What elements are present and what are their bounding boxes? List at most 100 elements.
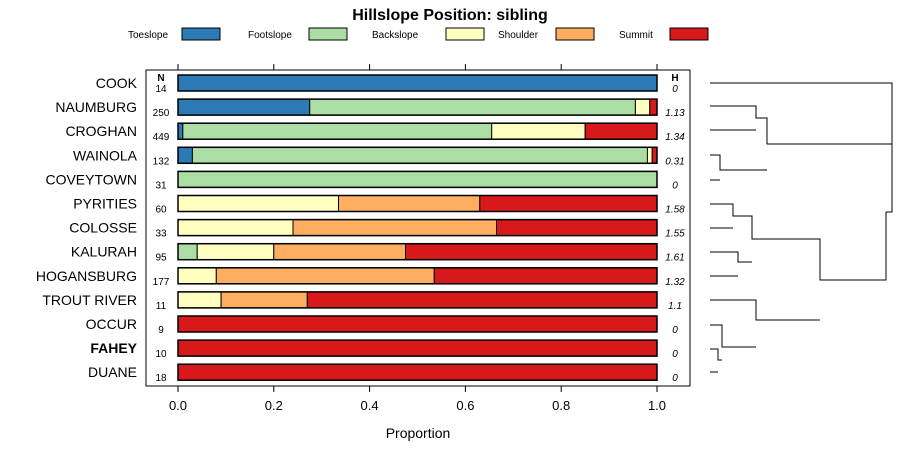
legend-swatch-toeslope [181, 27, 221, 41]
x-tick-label: 0.2 [265, 398, 283, 413]
row-label: KALURAH [71, 244, 137, 260]
bar-outline [177, 291, 658, 309]
bar-segment-backslope [177, 195, 339, 212]
row-n-value: 132 [153, 156, 170, 167]
bar-outline [177, 98, 658, 116]
bar-outline [177, 267, 658, 285]
legend-label-toeslope: Toeslope [128, 30, 168, 41]
legend-swatch-summit [669, 27, 709, 41]
row-label: NAUMBURG [55, 99, 137, 115]
bar-segment-toeslope [177, 146, 193, 164]
bar-segment-backslope [177, 291, 222, 309]
legend-swatch-footslope [308, 27, 348, 41]
row-h-value: 0 [672, 84, 678, 95]
h-header: H [671, 73, 678, 84]
row-h-value: 1.32 [665, 277, 685, 288]
bar-outline [177, 363, 658, 381]
legend-swatch-shoulder [555, 27, 595, 41]
row-label: OCCUR [86, 316, 137, 332]
bar-segment-summit [649, 98, 658, 116]
bar-outline [177, 339, 658, 357]
row-n-value: 10 [155, 349, 167, 360]
row-n-value: 95 [155, 253, 167, 264]
row-label: HOGANSBURG [36, 268, 137, 284]
row-h-value: 1.1 [668, 301, 682, 312]
row-label: CROGHAN [65, 123, 137, 139]
row-n-value: 177 [153, 277, 170, 288]
legend-swatch-backslope [445, 27, 485, 41]
x-axis: 0.0 0.2 0.4 0.6 0.8 1.0 [169, 64, 666, 413]
bar-outline [177, 218, 658, 237]
bar-segment-shoulder [273, 243, 406, 261]
row-n-value: 33 [155, 229, 167, 240]
x-tick-label: 0.0 [169, 398, 187, 413]
bar-segment-summit [177, 339, 658, 357]
row-n-value: 60 [155, 205, 167, 216]
bar-segment-summit [496, 219, 658, 237]
row-h-value: 1.61 [665, 253, 684, 264]
bar-segment-shoulder [292, 219, 498, 237]
row-h-value: 1.34 [665, 132, 685, 143]
row-n-value: 14 [155, 84, 167, 95]
bar-outline [177, 122, 658, 140]
row-h-value: 0 [672, 349, 678, 360]
row-n-value: 18 [155, 373, 167, 384]
bar-segment-footslope [309, 98, 636, 116]
bar-outline [177, 74, 658, 92]
dendrogram [710, 82, 893, 373]
row-label: COVEYTOWN [45, 171, 137, 187]
bar-segment-toeslope [177, 74, 658, 92]
bar-outline [177, 170, 658, 189]
bar-segment-toeslope [177, 98, 311, 116]
row-label: COOK [96, 75, 138, 91]
legend-label-shoulder: Shoulder [498, 30, 539, 41]
row-n-value: 11 [156, 301, 167, 312]
row-label: WAINOLA [73, 147, 138, 163]
bar-segment-backslope [646, 146, 653, 164]
row-h-value: 0 [672, 325, 678, 336]
bar-outline [177, 194, 658, 213]
bar-segment-shoulder [215, 267, 435, 285]
chart-title: Hillslope Position: sibling [352, 7, 548, 24]
row-label: COLOSSE [69, 220, 137, 236]
row-h-value: 1.55 [665, 229, 685, 240]
bar-segment-backslope [177, 267, 217, 285]
bar-segment-summit [177, 315, 658, 333]
bar-segment-backslope [196, 243, 275, 261]
row-n-value: 31 [155, 180, 167, 191]
chart-rows: COOK 14 0 NAUMBURG 250 1.13 CROGHAN 449 1.34 WAIN… [36, 74, 685, 384]
bar-segment-summit [584, 122, 658, 140]
bar-segment-backslope [491, 122, 586, 140]
row-label: DUANE [88, 364, 137, 380]
legend-label-backslope: Backslope [372, 30, 419, 41]
row-n-value: 9 [158, 325, 164, 336]
row-label: PYRITIES [73, 196, 137, 212]
bar-segment-backslope [177, 219, 294, 237]
bar-outline [177, 315, 658, 333]
legend-label-footslope: Footslope [248, 30, 292, 41]
row-h-value: 0 [672, 180, 678, 191]
row-label: TROUT RIVER [42, 292, 137, 308]
bar-segment-summit [177, 363, 658, 381]
bar-outline [177, 146, 658, 165]
bar-segment-backslope [634, 98, 651, 116]
row-h-value: 1.13 [665, 108, 685, 119]
x-tick-label: 1.0 [648, 398, 666, 413]
legend: Toeslope Footslope Backslope Shoulder Summit [128, 27, 709, 41]
bar-segment-footslope [182, 122, 493, 140]
row-n-value: 250 [153, 108, 170, 119]
bar-segment-shoulder [338, 195, 481, 212]
x-tick-label: 0.6 [456, 398, 474, 413]
legend-label-summit: Summit [619, 30, 653, 41]
bar-segment-footslope [191, 146, 648, 164]
row-h-value: 1.58 [665, 205, 685, 216]
bar-segment-summit [306, 291, 658, 309]
row-h-value: 0.31 [665, 156, 684, 167]
bar-segment-shoulder [220, 291, 308, 309]
bar-outline [177, 242, 658, 261]
bar-segment-summit [405, 243, 658, 261]
row-h-value: 0 [672, 373, 678, 384]
bar-segment-summit [433, 267, 658, 285]
x-axis-title: Proportion [386, 425, 451, 441]
